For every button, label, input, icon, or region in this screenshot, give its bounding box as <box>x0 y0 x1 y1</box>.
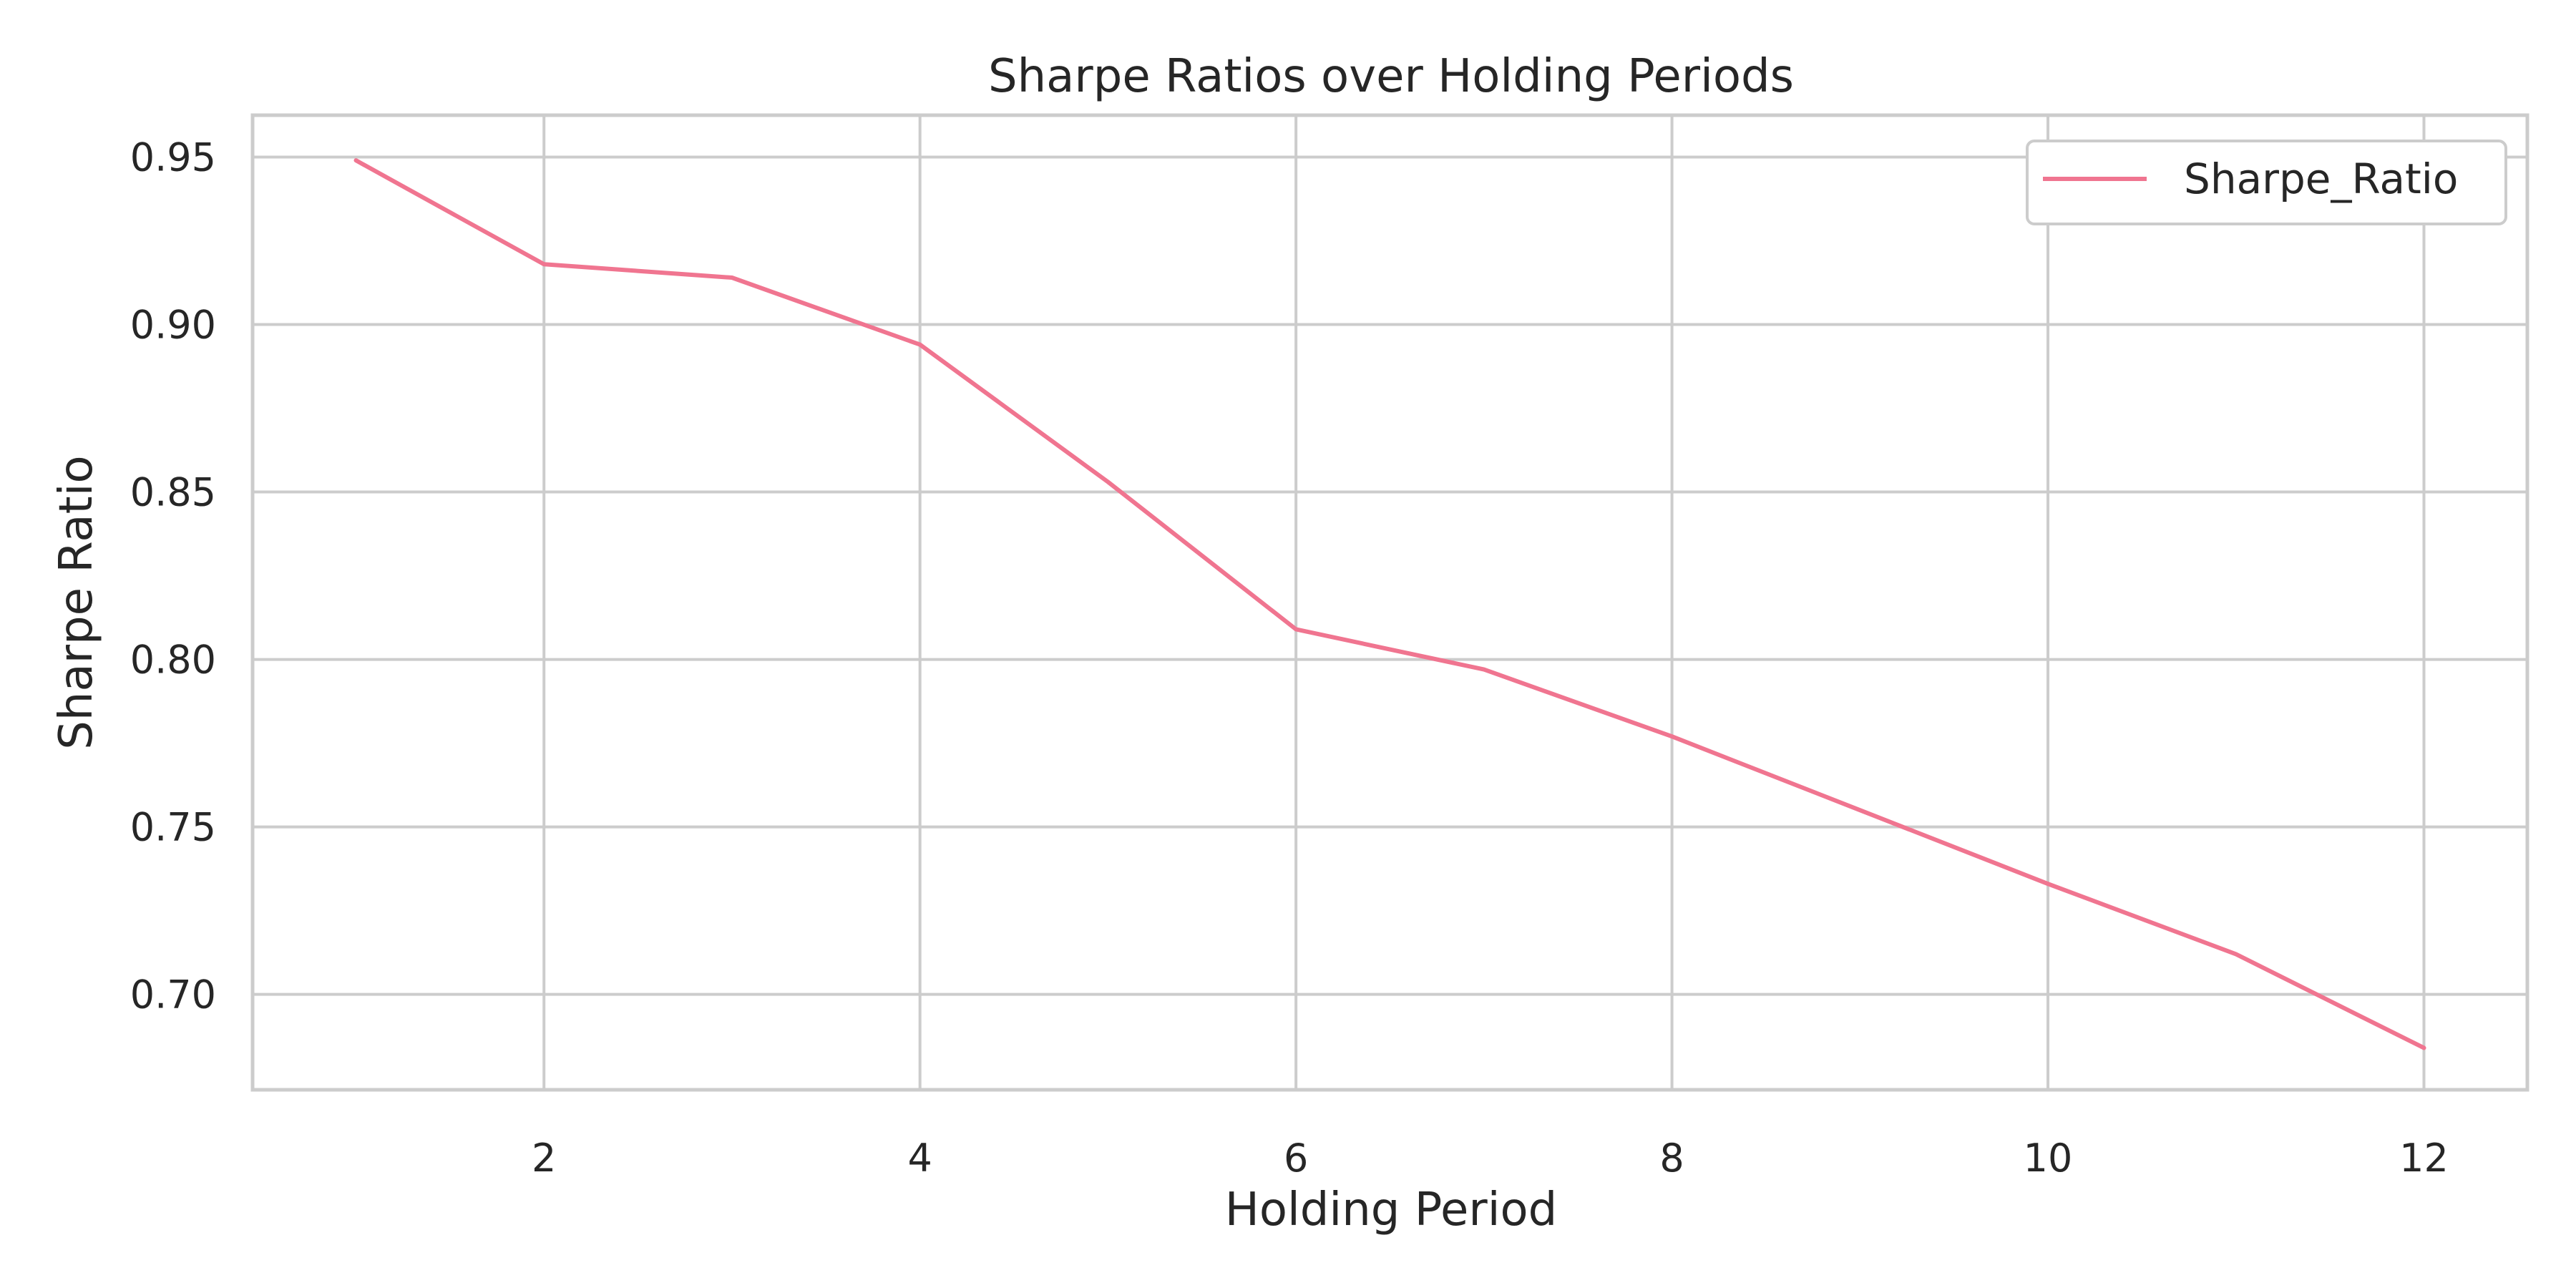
legend-label: Sharpe_Ratio <box>2184 155 2458 203</box>
x-tick-label: 6 <box>1284 1136 1308 1181</box>
y-tick-label: 0.95 <box>130 135 216 180</box>
chart-title: Sharpe Ratios over Holding Periods <box>988 50 1794 103</box>
y-tick-label: 0.75 <box>130 805 216 850</box>
x-tick-labels: 2 4 6 8 10 12 <box>532 1136 2449 1181</box>
x-axis-label: Holding Period <box>1225 1184 1558 1236</box>
x-tick-label: 10 <box>2024 1136 2073 1181</box>
x-tick-label: 8 <box>1659 1136 1684 1181</box>
y-tick-label: 0.90 <box>130 303 216 348</box>
y-tick-label: 0.70 <box>130 972 216 1018</box>
plot-frame <box>250 113 2529 1092</box>
y-tick-labels: 0.70 0.75 0.80 0.85 0.90 0.95 <box>130 135 216 1018</box>
grid <box>253 115 2527 1090</box>
series-line-sharpe-ratio <box>353 158 2426 1050</box>
y-tick-label: 0.85 <box>130 470 216 515</box>
y-tick-label: 0.80 <box>130 638 216 683</box>
series-layer <box>353 158 2426 1050</box>
x-tick-label: 2 <box>532 1136 556 1181</box>
legend-box <box>2026 140 2507 225</box>
legend: Sharpe_Ratio <box>2026 140 2507 225</box>
y-axis-label: Sharpe Ratio <box>50 455 103 749</box>
x-tick-label: 12 <box>2399 1136 2449 1181</box>
x-tick-label: 4 <box>908 1136 932 1181</box>
